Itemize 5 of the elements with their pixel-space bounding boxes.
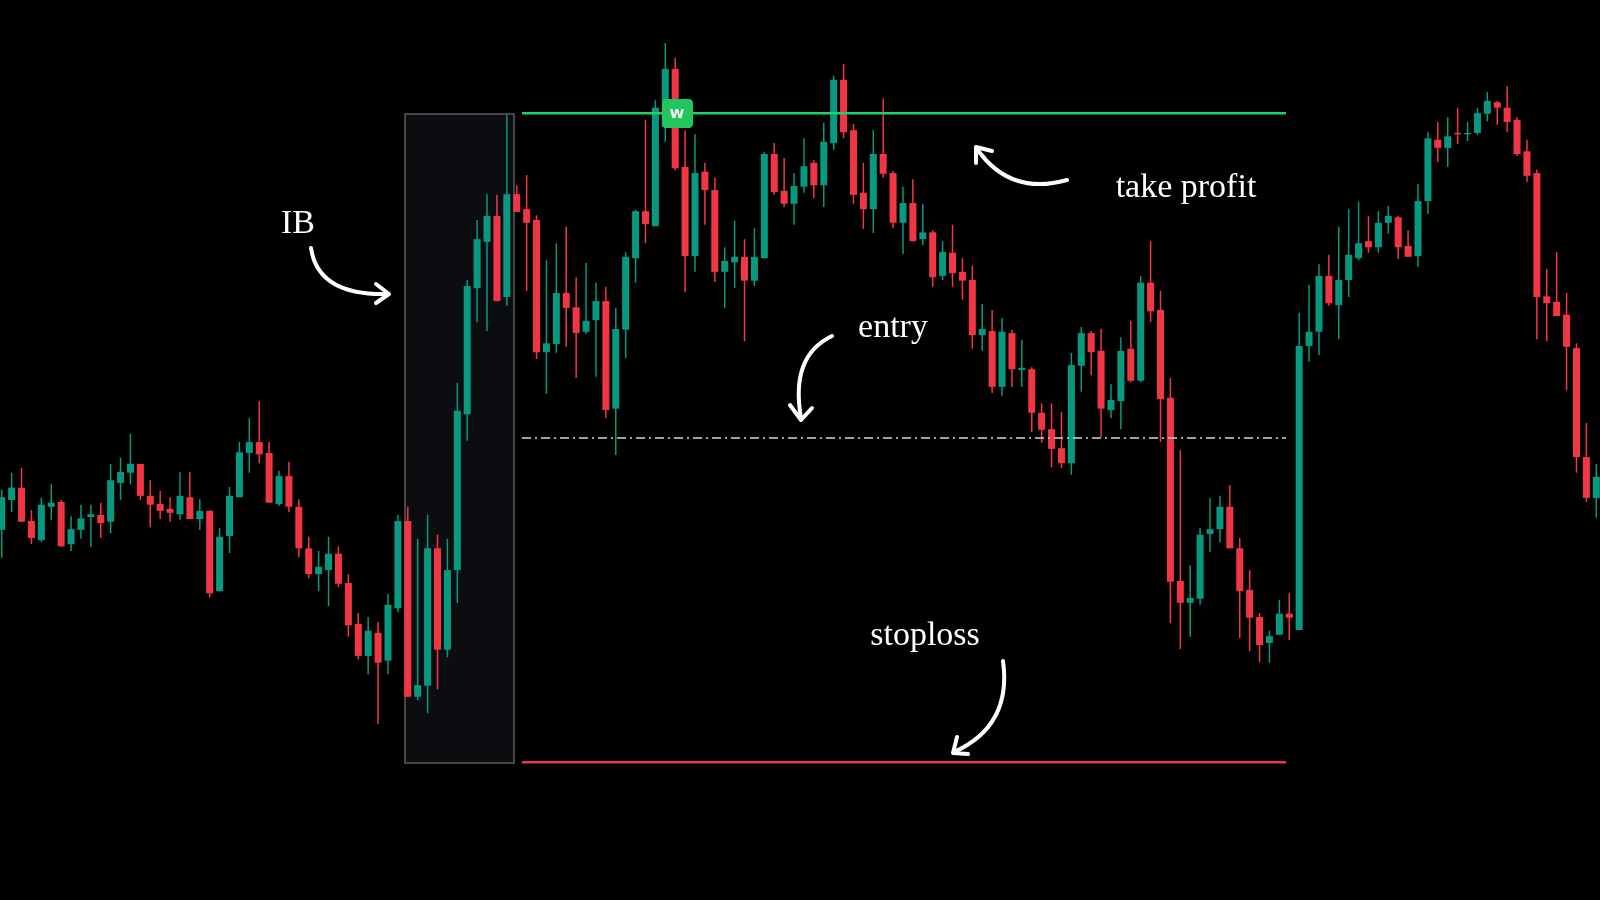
annotation: IB xyxy=(281,203,315,240)
annotation: stoploss xyxy=(870,615,980,652)
annotation: W xyxy=(669,106,685,121)
annotation: entry xyxy=(858,307,928,344)
annotation: take profit xyxy=(1115,167,1257,204)
